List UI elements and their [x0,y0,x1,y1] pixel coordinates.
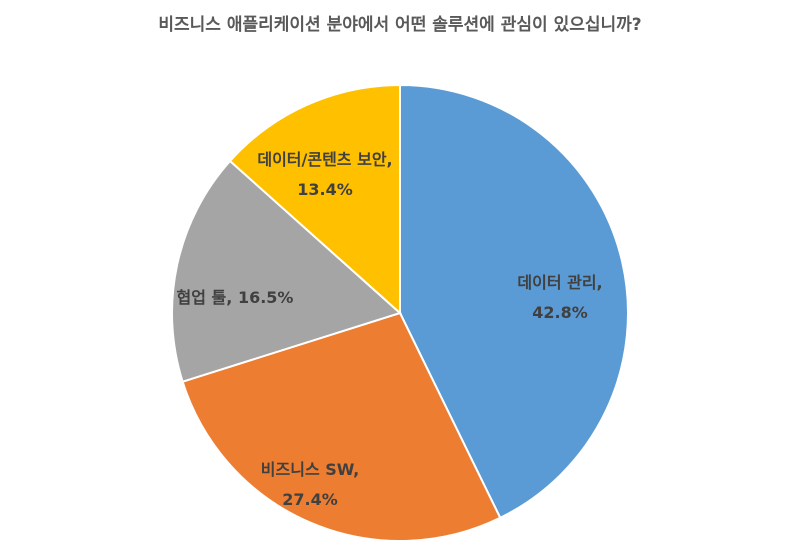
label-separator: , [596,273,603,292]
pie-slice [228,83,401,316]
label-separator: , [353,460,360,479]
category-label: 비즈니스 SW [260,460,354,479]
pie-slice [399,83,629,520]
label-separator: , [226,288,233,307]
category-label: 협업 툴 [176,288,227,307]
pie-slice [181,311,502,542]
value-label: 42.8% [532,303,588,322]
data-label: 데이터/콘텐츠 보안, 13.4% [255,145,395,205]
value-label: 27.4% [282,490,338,509]
data-label: 비즈니스 SW, 27.4% [245,455,375,515]
label-separator: , [386,150,393,169]
data-label: 협업 툴, 16.5% [150,283,320,313]
chart-title: 비즈니스 애플리케이션 분야에서 어떤 솔루션에 관심이 있으십니까? [158,15,642,35]
value-label: 16.5% [237,288,294,307]
value-label: 13.4% [297,180,353,199]
pie-slice [171,159,402,383]
category-label: 데이터 관리 [517,273,597,292]
category-label: 데이터/콘텐츠 보안 [257,150,387,169]
data-label: 데이터 관리, 42.8% [495,268,625,328]
